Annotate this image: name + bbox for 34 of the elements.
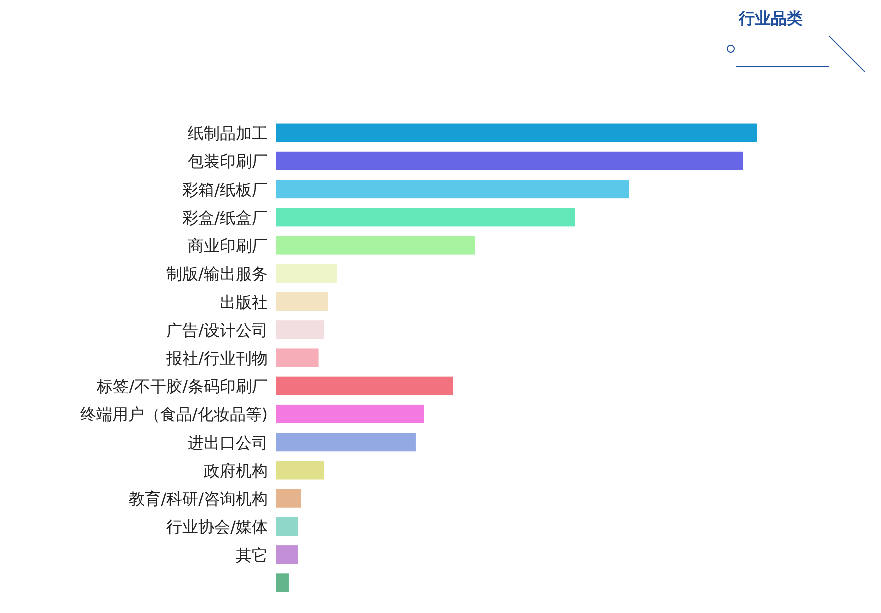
y-tick-label: 行业协会/媒体 xyxy=(166,518,268,537)
chart-title: 行业品类 xyxy=(738,9,803,28)
bar xyxy=(276,264,338,283)
y-tick-label: 包装印刷厂 xyxy=(188,152,268,172)
bar xyxy=(276,124,757,142)
y-tick-label: 政府机构 xyxy=(204,461,268,480)
bar xyxy=(276,208,576,227)
bar xyxy=(276,489,302,508)
y-tick-label: 进出口公司 xyxy=(188,433,268,452)
bar xyxy=(276,320,324,340)
y-tick-label: 彩箱/纸板厂 xyxy=(182,180,268,200)
y-tick-label: 纸制品加工 xyxy=(188,124,268,144)
bar xyxy=(276,180,630,199)
y-tick-label: 商业印刷厂 xyxy=(188,236,268,256)
y-tick-label: 其它 xyxy=(236,546,268,565)
bar xyxy=(276,348,319,368)
bar xyxy=(276,433,416,452)
y-tick-label: 彩盒/纸盒厂 xyxy=(182,208,268,228)
y-tick-label: 终端用户（食品/化妆品等) xyxy=(80,405,268,424)
bar xyxy=(276,461,324,480)
bar xyxy=(276,546,298,564)
bar xyxy=(276,517,298,536)
bar xyxy=(276,404,424,424)
y-tick-label: 出版社 xyxy=(220,292,268,312)
y-tick-label: 报社/行业刊物 xyxy=(166,349,268,368)
y-tick-label: 广告/设计公司 xyxy=(166,320,268,340)
bar xyxy=(276,236,476,255)
bar xyxy=(276,574,289,592)
bar xyxy=(276,376,454,396)
y-tick-label: 教育/科研/咨询机构 xyxy=(129,490,268,509)
y-tick-label: 标签/不干胶/条码印刷厂 xyxy=(96,377,268,396)
bar xyxy=(276,152,744,170)
bar xyxy=(276,292,328,312)
y-tick-label: 制版/输出服务 xyxy=(166,264,268,284)
